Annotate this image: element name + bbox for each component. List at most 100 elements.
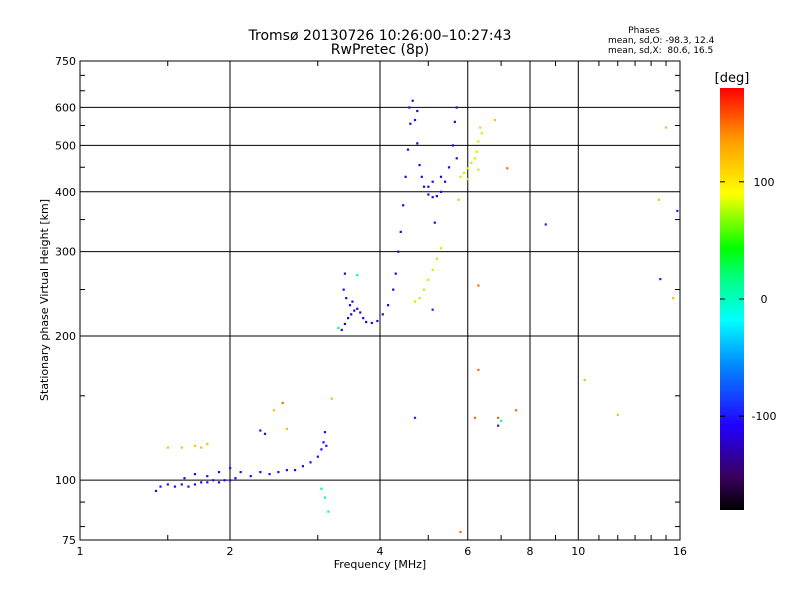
data-point [506,167,509,170]
data-point [356,274,359,277]
data-point [479,126,482,129]
data-point [392,288,395,291]
y-tick-label: 500 [55,139,76,152]
y-axis-ticks: 75 100 200 300 400 500 600 750 [55,55,76,547]
colorbar-tick-label: 0 [761,293,768,306]
data-point [320,487,323,490]
colorbar-label: [deg] [715,71,750,86]
data-point [309,461,312,464]
data-point [381,313,384,316]
y-tick-label: 100 [55,474,76,487]
data-point [239,470,242,474]
data-point [404,175,407,178]
data-point [166,446,169,449]
data-point [206,442,209,446]
data-point [342,288,345,291]
data-point [408,106,411,109]
data-point [416,142,419,145]
data-point [376,319,379,323]
data-point [330,397,333,400]
x-tick-label: 10 [571,545,585,558]
data-point [473,157,477,160]
data-point [413,118,417,122]
y-tick-label: 300 [55,246,76,259]
data-point [193,473,197,476]
data-point [413,300,417,303]
data-point [223,479,226,482]
data-point [500,419,503,423]
data-point [272,409,276,412]
data-point [301,465,305,468]
data-point [285,427,288,431]
data-point [439,247,443,250]
stats-heading: Phases [628,26,660,36]
data-point [406,148,410,151]
data-point [173,485,177,488]
data-point [206,481,209,484]
data-point [616,413,619,416]
data-point [439,190,443,193]
data-point [322,441,325,444]
data-point [435,194,438,198]
data-point [320,448,323,451]
data-point [657,198,660,201]
data-point [277,470,280,474]
data-point [493,118,497,122]
data-point [431,196,434,199]
data-point [477,168,480,171]
data-point [234,477,237,480]
stats-line-x: mean, sd,X: 80.6, 16.5 [608,46,713,56]
data-point [443,180,447,183]
data-point [413,416,417,419]
data-point [515,409,518,412]
data-point [281,401,284,405]
data-point [457,198,460,201]
colorbar-ticks: 100 0 -100 [720,176,776,423]
data-point [466,167,469,170]
data-point [466,178,469,181]
data-point [343,322,347,326]
y-tick-label: 75 [62,534,76,547]
data-point [356,307,359,310]
data-point [346,317,350,320]
x-tick-label: 4 [377,545,384,558]
data-point [416,109,419,113]
data-point [259,470,262,474]
data-point [583,378,586,381]
data-point [420,175,423,178]
data-point [316,455,319,458]
data-point [665,126,668,129]
data-point [475,150,478,153]
data-point [285,469,288,472]
data-point [293,469,297,472]
data-point [327,510,330,513]
data-point [212,479,215,482]
data-point [409,122,412,125]
colorbar-tick-label: 100 [754,176,775,189]
data-point [418,163,421,167]
data-point [470,161,473,164]
data-point [166,483,169,486]
stats-line-o: mean, sd,O: -98.3, 12.4 [608,36,715,46]
data-point [351,300,354,303]
x-tick-label: 8 [527,545,534,558]
data-point [477,368,480,371]
data-point [397,250,400,253]
data-point [544,223,547,226]
data-point [217,470,221,474]
data-point [496,424,500,427]
y-tick-label: 750 [55,55,76,68]
data-point [323,496,327,499]
data-point [229,467,232,470]
data-point [659,277,662,281]
data-point [183,477,186,480]
data-point [433,221,436,224]
data-point [348,304,352,307]
data-point [427,278,430,281]
data-point [200,481,203,484]
data-point [477,284,480,287]
data-point [268,473,271,476]
x-tick-label: 16 [673,545,687,558]
data-point [473,416,477,419]
chart-subtitle: RwPretec (8p) [331,42,429,58]
